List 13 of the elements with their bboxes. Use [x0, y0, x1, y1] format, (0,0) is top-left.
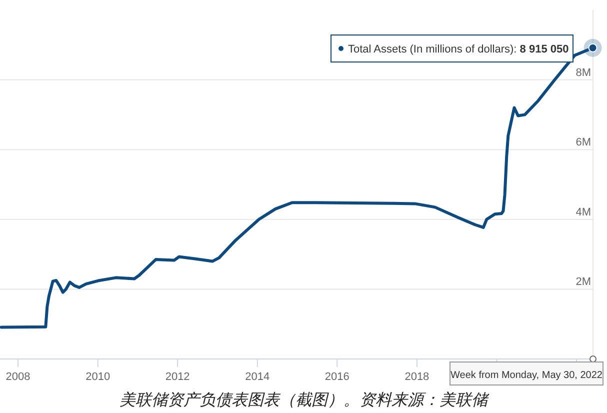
x-tick-label: 2018: [404, 371, 430, 383]
y-tick-label: 2M: [576, 276, 591, 288]
y-tick-label: 6M: [576, 136, 591, 149]
x-tick-label: 2010: [86, 371, 110, 383]
text: Week from Monday, May 30, 2022: [450, 370, 603, 381]
x-tick-label: 2016: [324, 371, 350, 383]
y-tick-label: 8M: [576, 66, 591, 79]
y-tick-label: 4M: [576, 206, 591, 218]
x-tick-label: 2012: [165, 371, 190, 383]
text: 美联储资产负债表图表（截图）。资料来源：美联储: [120, 391, 490, 409]
x-tick-label: 2008: [6, 371, 30, 383]
x-tick-label: 2014: [245, 371, 270, 383]
annotation: Total Assets (In millions of dollars): 8 915 050: [348, 44, 569, 56]
